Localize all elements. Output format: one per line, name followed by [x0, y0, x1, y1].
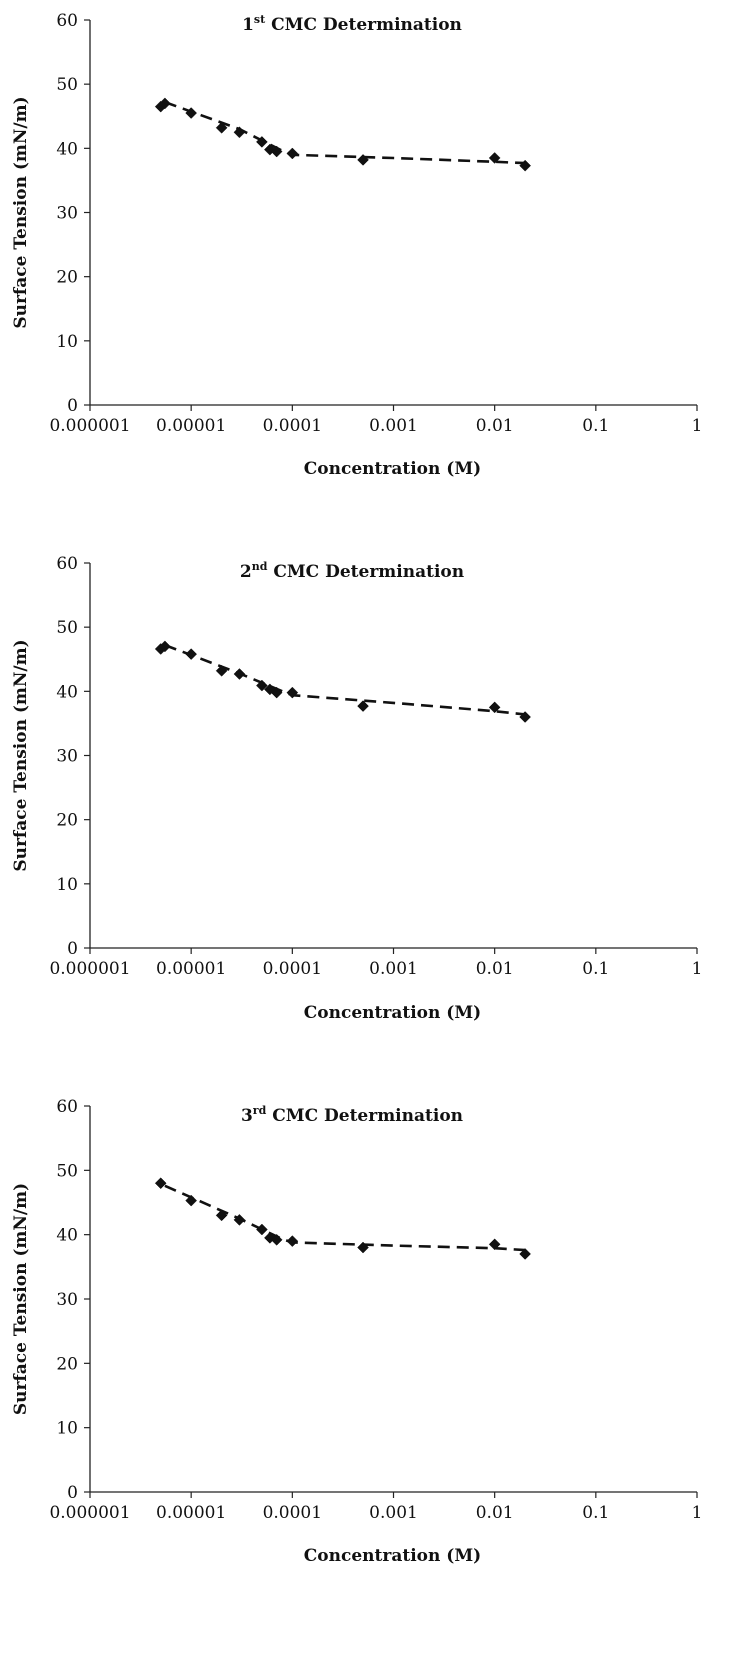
data-point [215, 664, 228, 677]
y-tick-label: 10 [56, 332, 78, 352]
data-point [270, 1233, 283, 1246]
y-tick-label: 50 [56, 1161, 78, 1181]
y-tick-label: 50 [56, 618, 78, 638]
data-point [256, 136, 268, 148]
data-point [519, 159, 531, 172]
data-point [357, 700, 369, 712]
data-point [159, 97, 171, 110]
data-point [215, 121, 228, 134]
y-axis-label: Surface Tension (mN/m) [11, 96, 31, 328]
y-tick-label: 10 [56, 875, 78, 895]
x-tick-label: 0.1 [582, 959, 609, 979]
y-tick-label: 60 [56, 11, 78, 31]
x-tick-label: 0.0001 [263, 959, 322, 979]
x-tick-label: 0.000001 [49, 959, 130, 979]
data-point [286, 1235, 299, 1247]
data-point [154, 1177, 167, 1190]
x-tick-label: 0.1 [582, 416, 609, 436]
y-tick-label: 20 [56, 1354, 78, 1374]
data-point [233, 668, 246, 680]
trendline [164, 100, 526, 165]
chart-2nd-cmc: 0 10 20 30 40 50 60 0.000001 0.00001 0.0001 0.001 0… [11, 554, 703, 1023]
chart-3rd-cmc: 0 10 20 30 40 50 60 0.000001 0.00001 0.0001 0.001 0… [11, 1097, 703, 1566]
data-point [256, 679, 268, 692]
y-tick-label: 30 [56, 747, 78, 767]
trendline [164, 643, 526, 716]
chart-1st-cmc: 0 10 20 30 40 50 60 0.000001 0.00001 0.0001 0.001 0… [11, 11, 703, 479]
x-tick-label: 0.0001 [263, 416, 322, 436]
data-point [256, 1223, 268, 1236]
data-point [185, 1194, 198, 1207]
x-tick-label: 0.0001 [263, 1503, 322, 1523]
y-tick-label: 40 [56, 682, 78, 702]
data-point [286, 147, 299, 160]
data-point [286, 686, 299, 699]
y-tick-label: 50 [56, 75, 78, 95]
data-point [185, 107, 198, 119]
x-tick-label: 0.001 [369, 959, 418, 979]
x-tick-label: 1 [692, 1503, 703, 1523]
x-tick-label: 0.001 [369, 1503, 418, 1523]
y-tick-label: 20 [56, 811, 78, 831]
x-tick-label: 0.000001 [49, 416, 130, 436]
data-point [270, 145, 283, 158]
chart-title: 2nd CMC Determination [240, 560, 464, 582]
y-axis-label: Surface Tension (mN/m) [11, 639, 31, 871]
y-tick-label: 30 [56, 204, 78, 224]
y-tick-label: 40 [56, 1226, 78, 1246]
x-axis-label: Concentration (M) [304, 1003, 481, 1023]
x-tick-label: 0.1 [582, 1503, 609, 1523]
x-axis-label: Concentration (M) [304, 459, 481, 479]
chart-title: 1st CMC Determination [242, 13, 462, 35]
y-tick-label: 30 [56, 1290, 78, 1310]
data-point [488, 152, 501, 164]
y-tick-label: 40 [56, 139, 78, 159]
y-tick-label: 60 [56, 554, 78, 574]
x-tick-label: 0.00001 [156, 959, 226, 979]
data-point [357, 154, 369, 166]
data-point [357, 1241, 369, 1254]
y-tick-label: 20 [56, 268, 78, 288]
x-tick-label: 0.01 [476, 416, 514, 436]
data-point [488, 1238, 501, 1251]
chart-title: 3rd CMC Determination [241, 1104, 463, 1126]
data-point [270, 686, 283, 699]
y-tick-label: 0 [67, 396, 78, 416]
x-axis-label: Concentration (M) [304, 1546, 481, 1566]
x-tick-label: 0.00001 [156, 1503, 226, 1523]
data-point [233, 126, 246, 139]
y-axis-label: Surface Tension (mN/m) [11, 1183, 31, 1415]
data-point [519, 711, 531, 723]
x-tick-label: 1 [692, 416, 703, 436]
x-tick-label: 0.000001 [49, 1503, 130, 1523]
x-tick-label: 0.00001 [156, 416, 226, 436]
x-tick-label: 1 [692, 959, 703, 979]
x-tick-label: 0.01 [476, 1503, 514, 1523]
y-tick-label: 60 [56, 1097, 78, 1117]
x-tick-label: 0.01 [476, 959, 514, 979]
data-point [159, 640, 171, 653]
y-tick-label: 0 [67, 939, 78, 959]
x-tick-label: 0.001 [369, 416, 418, 436]
data-point [519, 1248, 531, 1260]
data-point [215, 1209, 228, 1222]
data-point [233, 1214, 246, 1226]
y-tick-label: 10 [56, 1419, 78, 1439]
data-point [488, 701, 501, 714]
data-point [185, 648, 198, 660]
y-tick-label: 0 [67, 1483, 78, 1503]
